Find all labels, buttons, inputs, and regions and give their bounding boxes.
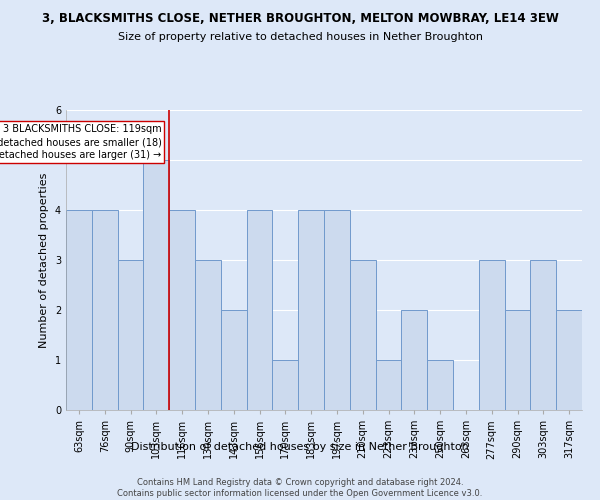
Bar (118, 260, 143, 410)
Y-axis label: Number of detached properties: Number of detached properties (40, 172, 49, 348)
Bar (350, 260, 376, 410)
Bar (298, 210, 324, 410)
Bar (479, 260, 505, 410)
Bar (324, 210, 350, 410)
Text: 3 BLACKSMITHS CLOSE: 119sqm
← 37% of detached houses are smaller (18)
63% of sem: 3 BLACKSMITHS CLOSE: 119sqm ← 37% of det… (0, 124, 161, 160)
Bar (143, 160, 169, 410)
Bar (376, 360, 401, 410)
Bar (169, 210, 195, 410)
Bar (556, 310, 582, 410)
Bar (530, 260, 556, 410)
Bar (272, 360, 298, 410)
Bar (92, 210, 118, 410)
Bar (195, 260, 221, 410)
Bar (401, 310, 427, 410)
Bar (247, 210, 272, 410)
Bar (221, 310, 247, 410)
Bar (427, 360, 453, 410)
Text: Contains HM Land Registry data © Crown copyright and database right 2024.
Contai: Contains HM Land Registry data © Crown c… (118, 478, 482, 498)
Text: Size of property relative to detached houses in Nether Broughton: Size of property relative to detached ho… (118, 32, 482, 42)
Text: 3, BLACKSMITHS CLOSE, NETHER BROUGHTON, MELTON MOWBRAY, LE14 3EW: 3, BLACKSMITHS CLOSE, NETHER BROUGHTON, … (41, 12, 559, 26)
Bar (66, 210, 92, 410)
Bar (505, 310, 530, 410)
Text: Distribution of detached houses by size in Nether Broughton: Distribution of detached houses by size … (131, 442, 469, 452)
